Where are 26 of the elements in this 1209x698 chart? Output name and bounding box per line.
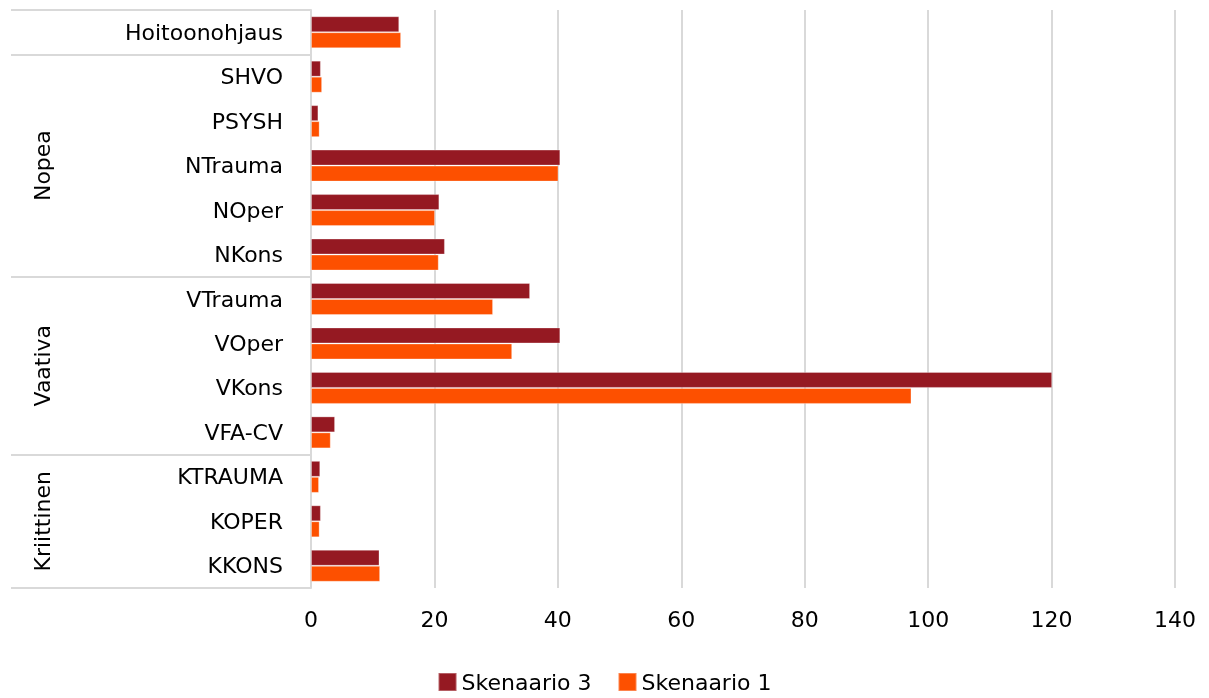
y-tick-label: VTrauma: [186, 286, 283, 312]
y-tick-label: VOper: [214, 330, 284, 356]
x-tick-label: 40: [543, 606, 572, 632]
y-tick-label: VKons: [215, 375, 283, 401]
legend-label: Skenaario 3: [461, 669, 592, 695]
x-tick-label: 0: [304, 606, 318, 632]
y-tick-label: NTrauma: [184, 153, 283, 179]
y-tick-label: SHVO: [220, 64, 283, 90]
y-tick-label: NKons: [214, 242, 283, 268]
text: Nopea: [29, 130, 55, 202]
y-tick-label: KTRAUMA: [177, 464, 283, 490]
y-tick-label: KOPER: [210, 508, 283, 534]
text: Kriittinen: [29, 471, 55, 572]
y-tick-label: KKONS: [207, 553, 283, 579]
y-tick-label: NOper: [212, 197, 284, 223]
x-tick-label: 80: [790, 606, 819, 632]
x-tick-label: 100: [907, 606, 950, 632]
x-tick-label: 20: [420, 606, 449, 632]
x-tick-label: 120: [1030, 606, 1073, 632]
legend-label: Skenaario 1: [641, 669, 772, 695]
x-tick-label: 140: [1154, 606, 1196, 632]
y-tick-label: VFA-CV: [204, 419, 283, 445]
y-tick-label: Hoitoonohjaus: [124, 19, 283, 45]
x-tick-label: 60: [667, 606, 696, 632]
y-tick-label: PSYSH: [211, 108, 283, 134]
text: Vaativa: [29, 324, 55, 407]
